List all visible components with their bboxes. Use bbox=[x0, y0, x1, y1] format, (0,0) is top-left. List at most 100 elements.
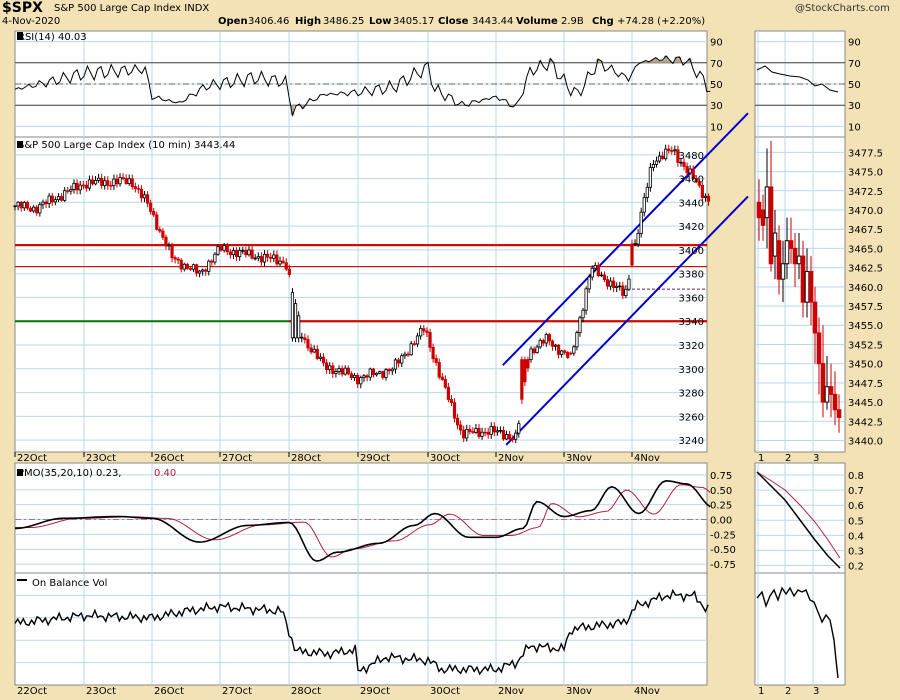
price-candle bbox=[483, 431, 487, 434]
price-candle bbox=[498, 430, 503, 432]
side-candle bbox=[772, 232, 778, 257]
symbol: $SPX bbox=[2, 0, 43, 16]
price-tick: 3240 bbox=[679, 436, 704, 447]
price-legend-swatch bbox=[17, 141, 23, 148]
x-label-bottom: 3Nov bbox=[566, 686, 592, 697]
side-candle bbox=[836, 409, 842, 418]
price-candle bbox=[393, 359, 398, 370]
obv-line bbox=[14, 588, 709, 676]
side-price-tick: 3440.0 bbox=[848, 436, 883, 447]
close-value: 3443.44 bbox=[472, 16, 514, 27]
price-candle bbox=[201, 269, 205, 272]
price-candle bbox=[234, 250, 239, 258]
price-candle bbox=[356, 374, 360, 385]
obv-label: On Balance Vol bbox=[32, 578, 107, 589]
x-label-bottom: 27Oct bbox=[222, 686, 252, 697]
high-label: High bbox=[295, 16, 322, 27]
price-candle bbox=[293, 303, 298, 339]
price-candle bbox=[59, 196, 64, 201]
pmo-tick: 0.75 bbox=[710, 471, 732, 482]
side-price-tick: 3450.0 bbox=[848, 360, 883, 371]
side-price-tick: 3452.5 bbox=[848, 340, 883, 351]
price-candle bbox=[222, 245, 226, 251]
price-candle bbox=[250, 249, 254, 259]
chg-value: +74.28 (+2.20%) bbox=[617, 16, 706, 27]
price-candle bbox=[569, 352, 573, 355]
price-candle bbox=[608, 280, 613, 287]
side-price-tick: 3460.0 bbox=[848, 283, 883, 294]
price-tick: 3380 bbox=[679, 270, 704, 281]
price-candle bbox=[170, 244, 174, 259]
price-candle bbox=[321, 356, 326, 364]
price-candle bbox=[390, 368, 394, 372]
price-candle bbox=[642, 197, 646, 213]
price-candle bbox=[259, 256, 264, 263]
price-tick: 3400 bbox=[679, 246, 704, 257]
channel-lower bbox=[505, 195, 749, 446]
price-candle bbox=[247, 249, 251, 256]
price-candle bbox=[152, 210, 156, 216]
brand[interactable]: @StockCharts.com bbox=[795, 3, 890, 14]
x-label-price: 30Oct bbox=[430, 453, 460, 464]
x-label-price: 27Oct bbox=[222, 453, 252, 464]
side-rsi-tick: 90 bbox=[848, 38, 861, 49]
side-pmo-tick: 0.3 bbox=[848, 546, 864, 557]
symbol-name: S&P 500 Large Cap Index INDX bbox=[54, 3, 210, 14]
price-candle bbox=[352, 374, 357, 378]
price-candle bbox=[362, 375, 366, 378]
side-pmo-tick: 0.4 bbox=[848, 531, 864, 542]
price-candle bbox=[676, 149, 680, 163]
price-candle bbox=[378, 371, 382, 374]
side-pmo-signal bbox=[756, 471, 841, 559]
price-candle bbox=[679, 161, 683, 164]
price-candle bbox=[403, 353, 407, 357]
rsi-tick: 30 bbox=[710, 101, 723, 112]
side-price-tick: 3442.5 bbox=[848, 417, 883, 428]
price-candle bbox=[84, 184, 88, 189]
high-value: 3486.25 bbox=[323, 16, 365, 27]
price-candle bbox=[106, 180, 110, 186]
price-candle bbox=[145, 194, 150, 204]
price-candle bbox=[633, 243, 637, 245]
price-candle bbox=[474, 428, 478, 433]
price-candle bbox=[349, 373, 354, 378]
price-candle bbox=[16, 201, 20, 207]
side-pmo-tick: 0.2 bbox=[848, 561, 864, 572]
open-value: 3406.46 bbox=[248, 16, 290, 27]
price-candle bbox=[529, 348, 533, 361]
price-tick: 3460 bbox=[679, 175, 704, 186]
price-candle bbox=[346, 367, 350, 375]
price-candle bbox=[194, 264, 199, 274]
main-panels bbox=[14, 30, 846, 686]
price-candle bbox=[465, 428, 469, 439]
price-candle bbox=[334, 371, 338, 374]
side-candle bbox=[768, 186, 774, 265]
side-pmo-tick: 0.6 bbox=[848, 501, 864, 512]
side-price-tick: 3447.5 bbox=[848, 379, 883, 390]
price-candle bbox=[22, 201, 26, 209]
price-candle bbox=[164, 236, 168, 247]
price-candle bbox=[278, 260, 282, 265]
price-candle bbox=[514, 432, 518, 440]
price-candle bbox=[615, 285, 619, 288]
side-candle bbox=[792, 247, 798, 265]
price-candle bbox=[384, 369, 388, 378]
price-candle bbox=[100, 177, 104, 186]
price-candle bbox=[331, 365, 335, 374]
price-candle bbox=[309, 347, 313, 353]
price-candle bbox=[253, 257, 257, 260]
price-candle bbox=[210, 260, 214, 263]
price-candle bbox=[428, 332, 432, 348]
rsi-tick: 50 bbox=[710, 80, 723, 91]
price-candle bbox=[256, 256, 260, 259]
price-candle bbox=[371, 368, 376, 376]
price-candle bbox=[204, 269, 208, 272]
price-candle bbox=[422, 328, 426, 332]
price-candle bbox=[284, 262, 288, 270]
price-candle bbox=[191, 264, 196, 270]
side-candle bbox=[816, 332, 822, 365]
price-candle bbox=[553, 344, 558, 347]
pmo-tick: 0.50 bbox=[710, 486, 732, 497]
volume-value: 2.9B bbox=[561, 16, 584, 27]
price-candle bbox=[216, 246, 220, 255]
